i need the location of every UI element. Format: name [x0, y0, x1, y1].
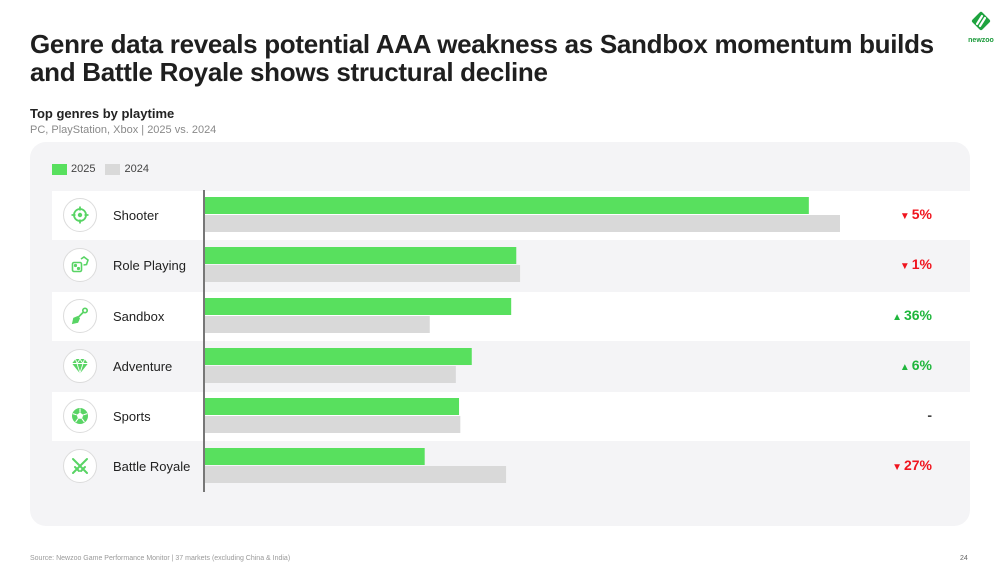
genre-row: Adventure ▲ 6% [52, 342, 977, 391]
up-triangle-icon: ▲ [892, 312, 902, 323]
bar-2024-sports [204, 416, 461, 433]
genre-label: Battle Royale [113, 459, 191, 474]
change-label: ▼ 27% [892, 457, 932, 473]
shovel-icon [63, 299, 97, 333]
change-label: - [927, 407, 932, 423]
change-value: 27% [903, 457, 932, 473]
down-triangle-icon: ▼ [892, 462, 902, 473]
soccer-ball-icon [63, 399, 97, 433]
change-value: 36% [903, 307, 932, 323]
legend-item-2025: 2025 [52, 163, 95, 175]
genre-label: Adventure [113, 359, 173, 374]
bar-2024-shooter [204, 215, 840, 232]
source-note: Source: Newzoo Game Performance Monitor … [30, 555, 291, 562]
legend-swatch-2024 [105, 163, 121, 175]
bar-2024-sandbox [204, 316, 430, 333]
crosshair-icon [63, 198, 97, 232]
bar-2025-sandbox [204, 298, 512, 315]
logo-text: newzoo [968, 37, 994, 44]
newzoo-logo: newzoo [966, 10, 996, 46]
genre-row: Role Playing ▼ 1% [52, 241, 977, 290]
down-triangle-icon: ▼ [899, 211, 910, 222]
legend-label-2025: 2025 [71, 163, 96, 175]
bar-2025-shooter [204, 197, 809, 214]
change-label: ▼ 5% [900, 206, 932, 222]
chart-legend: 2025 2024 [52, 163, 159, 175]
change-value: 1% [911, 256, 932, 272]
change-value: 5% [911, 206, 932, 222]
bar-2025-role-playing [204, 247, 517, 264]
bar-2024-role-playing [204, 265, 521, 282]
change-label: ▼ 1% [900, 256, 932, 272]
change-label: ▲ 36% [892, 307, 932, 323]
change-value: 6% [911, 357, 932, 373]
crossed-swords-icon [63, 449, 97, 483]
legend-swatch-2025 [52, 163, 67, 175]
down-triangle-icon: ▼ [899, 261, 910, 272]
up-triangle-icon: ▲ [899, 362, 910, 373]
page-title: Genre data reveals potential AAA weaknes… [30, 29, 934, 87]
genre-label: Shooter [113, 208, 159, 223]
dice-icon [63, 248, 97, 282]
page-number: 24 [960, 555, 968, 562]
change-label: ▲ 6% [900, 357, 932, 373]
bar-2024-battle-royale [204, 466, 507, 483]
legend-item-2024: 2024 [105, 163, 149, 175]
legend-label-2024: 2024 [124, 163, 149, 175]
genre-label: Sports [113, 409, 151, 424]
chart-title: Top genres by playtime [30, 106, 175, 121]
gem-icon [63, 349, 97, 383]
genre-row: Battle Royale ▼ 27% [52, 442, 977, 491]
bar-2025-battle-royale [204, 448, 425, 465]
bar-2025-sports [204, 398, 460, 415]
genre-label: Role Playing [113, 258, 186, 273]
category-axis-line [203, 190, 205, 492]
bar-2024-adventure [204, 366, 456, 383]
chart-subtitle: PC, PlayStation, Xbox | 2025 vs. 2024 [30, 124, 217, 136]
newzoo-logo-icon [971, 11, 991, 31]
genre-label: Sandbox [113, 309, 165, 324]
bar-2025-adventure [204, 348, 472, 365]
